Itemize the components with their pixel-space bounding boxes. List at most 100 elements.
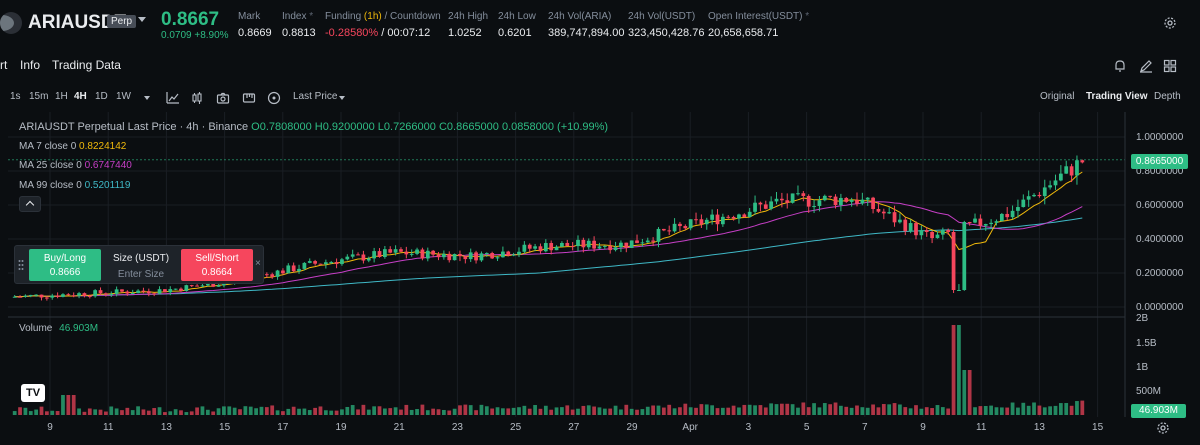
bell-icon[interactable] xyxy=(1113,59,1127,73)
candle-body xyxy=(747,211,752,218)
ma25-label: MA 25 close 0 xyxy=(19,160,82,171)
indicator-icon[interactable] xyxy=(166,91,180,105)
candle-body xyxy=(104,293,108,295)
volume-bar xyxy=(876,407,881,415)
candle-body xyxy=(999,213,1004,222)
candle-body xyxy=(651,240,655,242)
volume-bar xyxy=(302,408,307,415)
volume-bar xyxy=(538,408,543,415)
size-input[interactable] xyxy=(106,269,176,280)
volume-bar xyxy=(704,404,709,415)
buy-long-button[interactable]: Buy/Long 0.8666 xyxy=(29,249,101,281)
pencil-icon[interactable] xyxy=(1139,59,1153,73)
volume-bar xyxy=(1064,403,1069,415)
volume-bar xyxy=(860,407,865,415)
candle-body xyxy=(973,218,977,223)
volume-bar xyxy=(570,409,575,415)
volume-bar xyxy=(506,408,511,415)
symbol-name[interactable]: ARIAUSDT xyxy=(28,12,127,33)
candle-body xyxy=(608,245,613,251)
volume-bar xyxy=(1032,402,1036,415)
tab-info[interactable]: Info xyxy=(20,58,41,72)
candle-body xyxy=(1032,194,1036,197)
volume-bar xyxy=(967,370,972,415)
time-tick-label: 7 xyxy=(862,422,868,433)
ruler-icon[interactable] xyxy=(242,91,256,105)
volume-bar xyxy=(50,410,55,415)
drag-handle-icon[interactable] xyxy=(18,259,24,271)
view-trading-view[interactable]: Trading View xyxy=(1086,91,1148,102)
volume-bar xyxy=(1075,401,1079,415)
volume-tick-label: 1B xyxy=(1136,362,1149,373)
index-price-stat[interactable]: Index * 0.8813 xyxy=(282,11,316,39)
volume-bar xyxy=(887,404,892,415)
oi-label: Open Interest(USDT) * xyxy=(708,11,810,22)
timeframe-1d[interactable]: 1D xyxy=(95,91,108,102)
candle-body xyxy=(833,196,838,206)
last-price: 0.8667 xyxy=(161,9,220,30)
candle-body xyxy=(173,288,178,290)
candle-body xyxy=(1042,187,1047,197)
time-tick-label: 15 xyxy=(219,422,231,433)
volume-bar xyxy=(790,404,795,415)
candle-body xyxy=(366,258,371,261)
volume-bar xyxy=(747,404,752,415)
candle-body xyxy=(318,263,323,265)
timeframe-1s[interactable]: 1s xyxy=(10,91,21,102)
volume-bar xyxy=(141,409,146,415)
volume-bar xyxy=(297,408,301,415)
candle-body xyxy=(1064,166,1069,174)
camera-icon[interactable] xyxy=(216,91,230,105)
legend-collapse-button[interactable] xyxy=(19,196,41,212)
candle-body xyxy=(34,294,39,296)
ma99-path xyxy=(14,217,1083,298)
volume-bar xyxy=(785,403,790,415)
timeframe-4h[interactable]: 4H xyxy=(74,91,87,102)
oi-value: 20,658,658.71 xyxy=(708,27,779,39)
candle-body xyxy=(184,285,189,291)
add-indicator-icon[interactable] xyxy=(267,91,281,105)
volume-bar xyxy=(1058,403,1063,415)
candle-body xyxy=(275,270,280,277)
tab-chart[interactable]: rt xyxy=(0,58,8,72)
close-icon[interactable]: × xyxy=(255,258,261,269)
volume-bar xyxy=(490,408,495,415)
candle-body xyxy=(517,251,521,255)
candle-body xyxy=(195,285,199,287)
candle-body xyxy=(179,288,183,291)
tab-trading-data[interactable]: Trading Data xyxy=(52,58,121,72)
volume-bar xyxy=(130,410,135,415)
candle-body xyxy=(329,262,334,264)
chart-settings-icon[interactable] xyxy=(1156,421,1170,435)
candle-body xyxy=(613,247,618,251)
volume-bar xyxy=(98,409,103,415)
volume-bar xyxy=(962,370,967,415)
volume-bar xyxy=(527,408,532,415)
tradingview-logo[interactable]: TV xyxy=(21,384,45,402)
ma99-value: 0.5201119 xyxy=(84,180,131,191)
price-type-dropdown-icon[interactable] xyxy=(339,96,345,100)
volume-bar xyxy=(898,404,902,415)
funding-stat[interactable]: Funding (1h) / Countdown -0.28580% / 00:… xyxy=(325,11,441,39)
candle-style-icon[interactable] xyxy=(190,91,204,105)
sell-short-button[interactable]: Sell/Short 0.8664 xyxy=(181,249,253,281)
volume-bar xyxy=(1053,405,1058,415)
time-tick-label: 5 xyxy=(804,422,810,433)
chevron-down-icon[interactable] xyxy=(138,17,146,22)
settings-icon[interactable] xyxy=(1163,16,1177,30)
volume-bar xyxy=(935,405,940,415)
price-type-select[interactable]: Last Price xyxy=(293,91,338,102)
view-original[interactable]: Original xyxy=(1040,91,1075,102)
volume-bar xyxy=(737,407,741,415)
index-label: Index * xyxy=(282,11,314,22)
layout-grid-icon[interactable] xyxy=(1163,59,1177,73)
timeframe-1h[interactable]: 1H xyxy=(55,91,68,102)
timeframe-1w[interactable]: 1W xyxy=(116,91,131,102)
candle-body xyxy=(678,223,682,227)
timeframe-dropdown-icon[interactable] xyxy=(144,96,150,100)
open-interest-stat[interactable]: Open Interest(USDT) * 20,658,658.71 xyxy=(708,11,809,39)
timeframe-15m[interactable]: 15m xyxy=(29,91,49,102)
volume-bar xyxy=(382,408,387,415)
view-depth[interactable]: Depth xyxy=(1154,91,1181,102)
candlestick-chart[interactable]: 1.0000000 0.8000000 0.6000000 0.4000000 0.20… xyxy=(0,112,1200,445)
